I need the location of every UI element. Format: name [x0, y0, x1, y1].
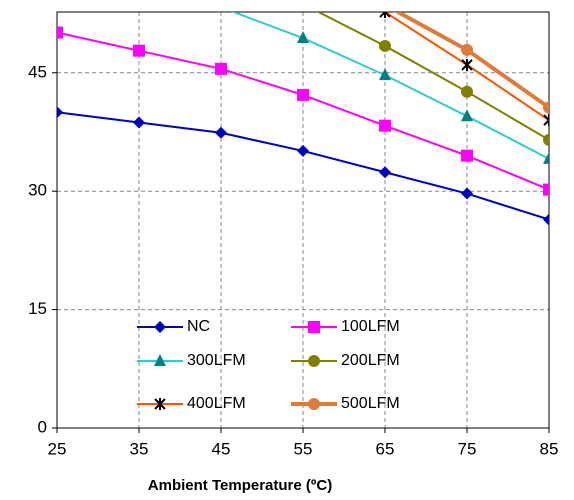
legend-label: 400LFM [187, 395, 246, 412]
x-tick-label: 55 [294, 439, 313, 458]
marker [461, 187, 473, 200]
marker [215, 62, 227, 75]
marker [543, 101, 549, 114]
marker [154, 354, 166, 366]
marker [154, 398, 166, 410]
marker [379, 166, 391, 179]
marker [543, 183, 549, 196]
marker [461, 43, 473, 56]
marker [308, 355, 320, 367]
y-tick-label: 15 [28, 299, 47, 318]
marker [297, 31, 309, 44]
marker [57, 106, 63, 119]
x-tick-label: 85 [540, 439, 559, 458]
marker [133, 44, 145, 57]
y-tick-label: 0 [38, 417, 47, 436]
legend-label: 200LFM [341, 352, 400, 369]
marker [215, 126, 227, 139]
legend: NC 100LFM 300LFM 200LFM 400LFM 500LFM [137, 318, 400, 412]
marker [543, 114, 549, 127]
marker [461, 85, 473, 98]
marker [297, 144, 309, 157]
marker [379, 119, 391, 132]
marker [154, 321, 166, 333]
legend-label: 300LFM [187, 352, 246, 369]
x-tick-label: 45 [212, 439, 231, 458]
marker [379, 68, 391, 81]
marker [543, 133, 549, 146]
legend-label: NC [187, 318, 210, 335]
marker [461, 58, 473, 71]
marker [215, 12, 227, 13]
y-tick-label: 30 [28, 181, 47, 200]
x-axis-label: Ambient Temperature (ºC) [148, 477, 332, 494]
series-line [316, 12, 549, 141]
marker [379, 0, 391, 11]
marker [133, 116, 145, 129]
marker [461, 109, 473, 122]
marker [297, 88, 309, 101]
legend-label: 100LFM [341, 318, 400, 335]
y-tick-label: 45 [28, 62, 47, 81]
marker [379, 39, 391, 52]
x-tick-label: 65 [376, 439, 395, 458]
x-tick-label: 75 [458, 439, 477, 458]
x-tick-label: 35 [130, 439, 149, 458]
marker [461, 149, 473, 162]
marker [308, 321, 320, 333]
marker [543, 151, 549, 164]
marker [543, 213, 549, 226]
marker [379, 12, 391, 18]
plot-area [57, 0, 549, 226]
marker [308, 398, 320, 410]
marker [57, 26, 63, 39]
legend-label: 500LFM [341, 395, 400, 412]
x-tick-label: 25 [48, 439, 67, 458]
marker [297, 0, 309, 10]
